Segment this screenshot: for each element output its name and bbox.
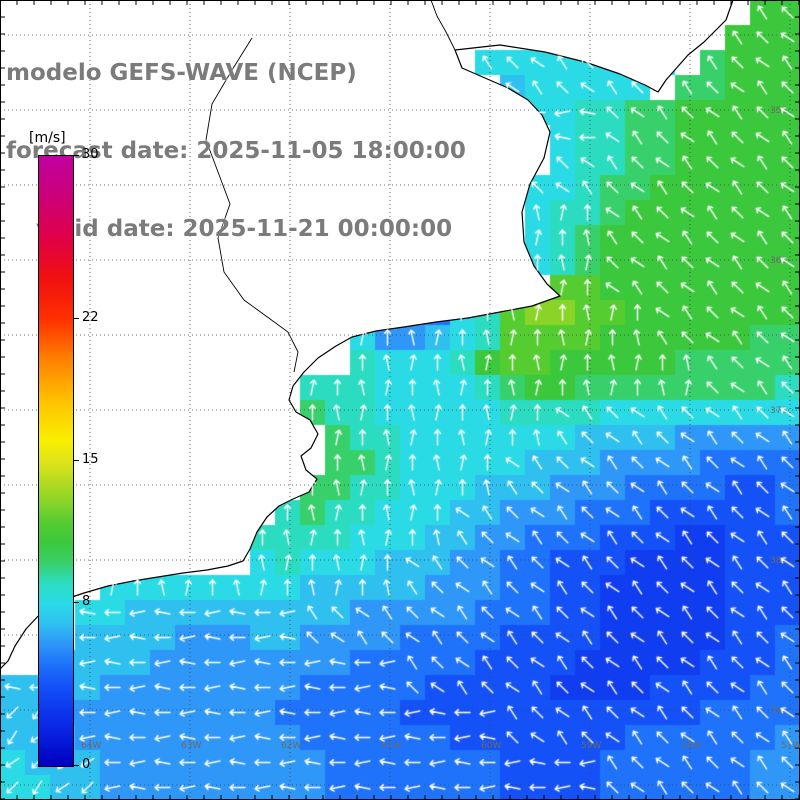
model-title: modelo GEFS-WAVE (NCEP) xyxy=(6,60,357,86)
title-block: modelo GEFS-WAVE (NCEP) forecast date: 2… xyxy=(6,8,466,294)
forecast-date-label: forecast date: 2025-11-05 18:00:00 xyxy=(6,138,466,164)
valid-date-label: valid date: 2025-11-21 00:00:00 xyxy=(36,216,453,242)
